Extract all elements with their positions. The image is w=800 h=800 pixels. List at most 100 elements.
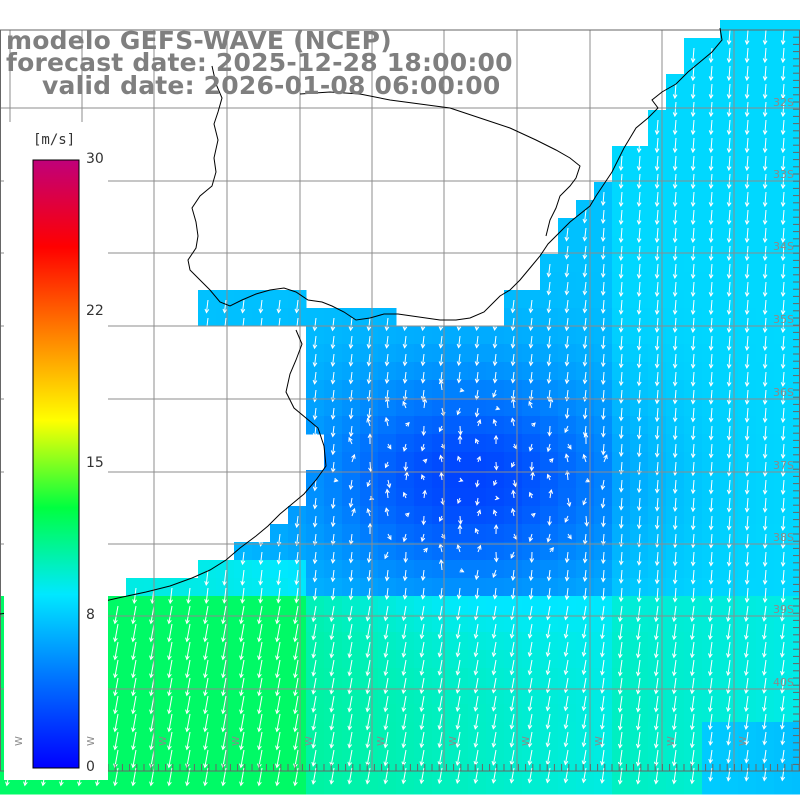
wind-arrow (276, 695, 281, 714)
wind-arrow (456, 731, 461, 748)
wind-cell (468, 344, 487, 363)
wind-arrow (222, 695, 227, 714)
wind-arrow (528, 677, 533, 693)
wind-arrow (223, 569, 227, 585)
wind-arrow (420, 713, 425, 730)
wind-cell (486, 434, 505, 453)
wind-arrow (277, 587, 281, 603)
wind-cell (666, 668, 685, 687)
wind-cell (432, 470, 451, 489)
wind-cell (756, 362, 775, 381)
wind-arrow (240, 677, 245, 696)
wind-cell (108, 758, 127, 777)
wind-arrow (656, 119, 659, 135)
wind-cell (504, 308, 523, 327)
wind-arrow (673, 659, 677, 676)
wind-arrow-head (258, 598, 263, 604)
wind-cell (324, 632, 343, 651)
wind-arrow-head (600, 201, 606, 207)
wind-cell (360, 380, 379, 399)
wind-arrow (458, 353, 461, 366)
wind-arrow-head (131, 745, 136, 751)
wind-arrow-head (348, 485, 354, 490)
wind-arrow-head (510, 594, 516, 600)
wind-cell (756, 560, 775, 579)
wind-cell (504, 668, 523, 687)
wind-cell (126, 632, 145, 651)
wind-cell (612, 560, 631, 579)
wind-arrow (369, 461, 372, 472)
wind-cell (792, 92, 800, 111)
wind-cell (108, 650, 127, 669)
wind-arrow (692, 209, 695, 225)
wind-cell (630, 596, 649, 615)
wind-arrow (222, 623, 227, 642)
wind-arrow-head (708, 364, 714, 369)
wind-arrow (728, 137, 731, 153)
wind-cell (756, 200, 775, 219)
wind-cell (378, 434, 397, 453)
wind-arrow-head (762, 256, 768, 262)
wind-arrow-head (762, 525, 768, 531)
wind-arrow (566, 335, 569, 349)
wind-cell (342, 380, 361, 399)
wind-cell (450, 380, 469, 399)
wind-cell (270, 308, 289, 327)
wind-cell (396, 560, 415, 579)
wind-cell (594, 236, 613, 255)
wind-arrow-head (690, 58, 696, 64)
wind-arrow (312, 695, 317, 712)
wind-cell (504, 542, 523, 561)
wind-cell (738, 362, 757, 381)
wind-arrow (781, 695, 785, 711)
wind-cell (486, 632, 505, 651)
wind-arrow-head (564, 379, 570, 385)
wind-cell (306, 668, 325, 687)
wind-arrow-head (780, 724, 785, 730)
wind-arrow (709, 767, 713, 781)
wind-arrow (438, 677, 443, 694)
wind-arrow-head (5, 781, 10, 787)
wind-arrow-head (509, 778, 515, 784)
wind-arrow-head (618, 560, 624, 566)
wind-arrow-head (311, 761, 317, 767)
wind-cell (306, 398, 325, 417)
wind-cell (234, 758, 253, 777)
wind-cell (378, 344, 397, 363)
wind-arrow (601, 641, 605, 657)
wind-arrow (674, 551, 677, 566)
wind-arrow-head (348, 595, 354, 601)
wind-arrow (150, 731, 155, 750)
wind-arrow (350, 533, 353, 545)
wind-arrow-head (671, 725, 677, 731)
wind-cell (252, 560, 271, 579)
wind-arrow-head (636, 506, 642, 512)
wind-arrow (710, 353, 713, 368)
wind-cell (792, 110, 800, 129)
wind-arrow (656, 227, 659, 243)
wind-arrow-head (726, 740, 732, 746)
wind-arrow-head (221, 655, 226, 661)
wind-arrow (619, 695, 623, 712)
wind-arrow (656, 371, 659, 386)
wind-arrow (492, 623, 497, 638)
wind-arrow (494, 587, 497, 599)
wind-arrow (368, 587, 371, 600)
wind-cell (558, 362, 577, 381)
wind-arrow-head (618, 505, 624, 511)
wind-arrow (423, 490, 426, 499)
wind-cell (324, 668, 343, 687)
wind-arrow (168, 623, 173, 642)
wind-arrow-head (744, 453, 750, 459)
wind-cell (666, 92, 685, 111)
wind-arrow-head (239, 709, 244, 715)
wind-cell (342, 344, 361, 363)
wind-arrow (692, 119, 695, 135)
wind-arrow (332, 317, 335, 331)
wind-arrow (546, 749, 551, 765)
wind-cell (684, 110, 703, 129)
wind-cell (522, 740, 541, 759)
wind-arrow-head (690, 543, 696, 549)
wind-arrow (728, 533, 731, 548)
wind-arrow (584, 371, 587, 384)
